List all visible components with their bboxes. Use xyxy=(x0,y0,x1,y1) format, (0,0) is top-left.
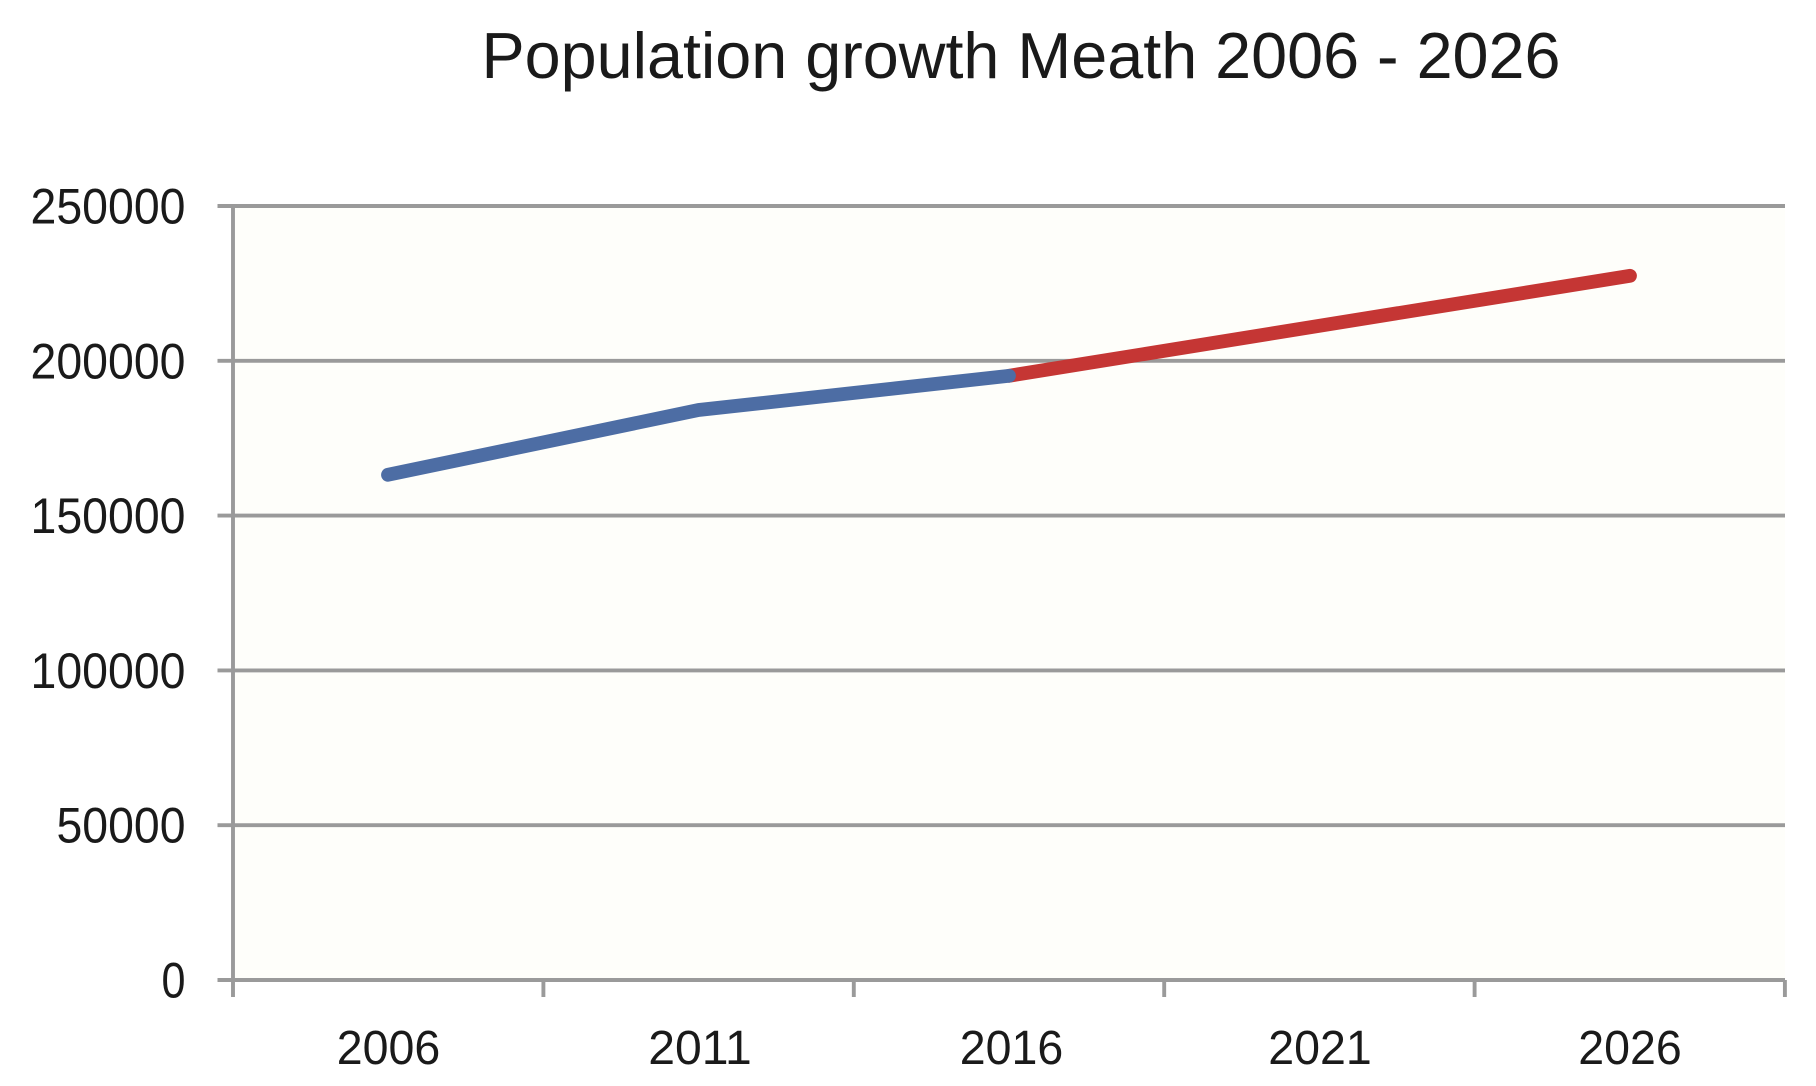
svg-text:2021: 2021 xyxy=(1268,1022,1372,1075)
svg-text:200000: 200000 xyxy=(31,333,186,389)
svg-text:100000: 100000 xyxy=(31,643,186,699)
svg-text:0: 0 xyxy=(162,953,186,1009)
svg-text:150000: 150000 xyxy=(31,488,186,544)
svg-text:Population growth Meath 2006 -: Population growth Meath 2006 - 2026 xyxy=(482,20,1561,92)
svg-text:2011: 2011 xyxy=(648,1022,752,1075)
svg-text:2016: 2016 xyxy=(960,1022,1064,1075)
svg-text:250000: 250000 xyxy=(31,179,186,235)
svg-text:50000: 50000 xyxy=(57,798,186,854)
svg-text:2026: 2026 xyxy=(1578,1022,1682,1075)
svg-text:2006: 2006 xyxy=(337,1022,441,1075)
